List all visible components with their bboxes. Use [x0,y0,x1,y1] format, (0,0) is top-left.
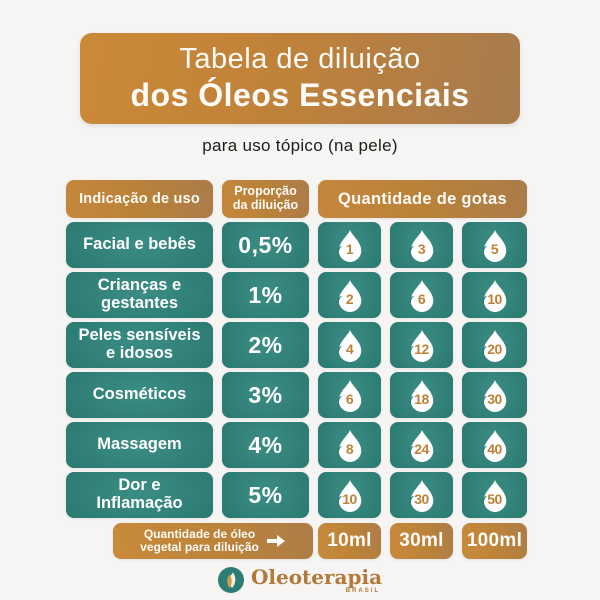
brand-logo: Oleoterapia BRASIL [0,564,600,596]
header-proportion: Proporção da diluição [222,180,309,218]
water-drop-icon [338,329,361,362]
drops-cell: 10 [318,472,381,518]
drop-count: 5 [490,241,499,258]
drops-cell: 2 [318,272,381,318]
water-drop-icon [410,229,433,262]
indication-cell: Cosméticos [66,372,213,418]
drops-cell: 6 [318,372,381,418]
title-line1: Tabela de diluição [179,43,421,76]
drop-count: 10 [342,491,357,508]
drop-count: 6 [417,291,426,308]
header-proportion-line1: Proporção [234,184,297,199]
water-drop-icon [410,429,433,462]
drop-count: 2 [345,291,354,308]
water-drop-icon [410,479,433,512]
water-drop-icon [338,379,361,412]
header-proportion-line2: da diluição [232,198,299,212]
title-line2: dos Óleos Essenciais [130,76,470,113]
drops-cell: 20 [462,322,527,368]
proportion-cell: 4% [222,422,309,468]
footer-label-box: Quantidade de óleo vegetal para diluição [113,523,313,559]
water-drop-icon [483,279,506,312]
subtitle: para uso tópico (na pele) [202,136,398,155]
drop-count: 3 [417,241,426,258]
proportion-cell: 0,5% [222,222,309,268]
drop-count: 1 [345,241,354,258]
dilution-table: Indicação de uso Proporção da diluição Q… [66,180,527,518]
drop-count: 8 [345,441,354,458]
volume-cell: 10ml [318,523,381,559]
indication-cell: Crianças e gestantes [66,272,213,318]
indication-cell: Massagem [66,422,213,468]
drop-count: 10 [487,291,502,308]
water-drop-icon [483,429,506,462]
proportion-cell: 5% [222,472,309,518]
drops-cell: 50 [462,472,527,518]
title-banner: Tabela de diluição dos Óleos Essenciais [80,33,520,124]
drop-count: 50 [487,491,502,508]
water-drop-icon [410,279,433,312]
header-drops: Quantidade de gotas [318,180,527,218]
water-drop-icon [483,379,506,412]
drop-count: 4 [345,341,354,358]
drop-count: 30 [414,491,429,508]
indication-cell: Facial e bebês [66,222,213,268]
drops-cell: 24 [390,422,453,468]
proportion-cell: 1% [222,272,309,318]
drop-count: 12 [414,341,429,358]
indication-cell: Dor e Inflamação [66,472,213,518]
water-drop-icon [338,479,361,512]
volume-cell: 100ml [462,523,527,559]
header-indication: Indicação de uso [66,180,213,218]
drops-cell: 1 [318,222,381,268]
drops-cell: 18 [390,372,453,418]
drops-cell: 3 [390,222,453,268]
drops-cell: 8 [318,422,381,468]
water-drop-icon [338,429,361,462]
drop-count: 20 [487,341,502,358]
water-drop-icon [483,329,506,362]
drop-count: 40 [487,441,502,458]
water-drop-icon [410,379,433,412]
drop-count: 6 [345,391,354,408]
water-drop-icon [483,479,506,512]
drops-cell: 30 [462,372,527,418]
drops-cell: 4 [318,322,381,368]
drops-cell: 30 [390,472,453,518]
water-drop-icon [338,229,361,262]
drop-count: 30 [487,391,502,408]
brand-country: BRASIL [345,587,381,594]
brand-name: Oleoterapia [250,564,383,589]
water-drop-icon [483,229,506,262]
arrow-right-icon [266,535,285,547]
proportion-cell: 2% [222,322,309,368]
drop-count: 18 [414,391,429,408]
proportion-cell: 3% [222,372,309,418]
water-drop-icon [410,329,433,362]
leaf-logo-icon [217,567,244,593]
drops-cell: 10 [462,272,527,318]
drops-cell: 12 [390,322,453,368]
brand-wordmark: Oleoterapia BRASIL [251,567,382,594]
volume-cell: 30ml [390,523,453,559]
drop-count: 24 [414,441,429,458]
indication-cell: Peles sensíveis e idosos [66,322,213,368]
footer-label: Quantidade de óleo vegetal para diluição [140,526,259,554]
drops-cell: 5 [462,222,527,268]
drops-cell: 6 [390,272,453,318]
water-drop-icon [338,279,361,312]
drops-cell: 40 [462,422,527,468]
